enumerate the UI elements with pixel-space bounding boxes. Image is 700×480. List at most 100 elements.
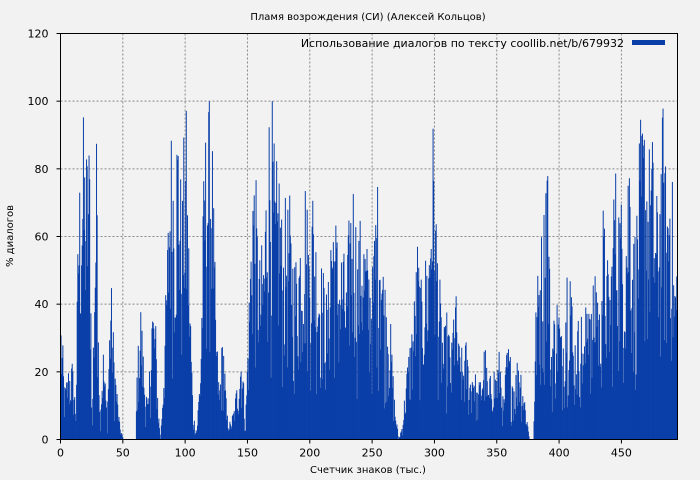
bar [355, 341, 357, 440]
bar [403, 420, 405, 440]
bar [241, 407, 243, 440]
bar [428, 265, 430, 440]
bar [372, 302, 374, 440]
bar [410, 347, 412, 440]
bar [318, 313, 320, 440]
x-tick-label: 100 [175, 447, 196, 460]
bar [183, 288, 185, 440]
bar [562, 410, 564, 440]
bar [214, 261, 216, 440]
bar [513, 391, 515, 440]
bar [62, 345, 64, 440]
bar [95, 262, 97, 440]
bar [301, 310, 303, 440]
bar [643, 139, 645, 440]
bar [408, 356, 410, 440]
bar [117, 420, 119, 440]
bar [352, 194, 354, 440]
bar [205, 142, 207, 440]
bar [195, 430, 197, 440]
bar [608, 296, 610, 440]
bar [420, 287, 422, 440]
bar [164, 345, 166, 440]
bar [456, 360, 458, 440]
bar [99, 411, 101, 440]
bar [481, 389, 483, 440]
bar [377, 328, 379, 440]
bar [233, 413, 235, 440]
bar [400, 431, 402, 440]
bar [549, 386, 551, 440]
bar [61, 373, 63, 440]
bar [248, 389, 250, 440]
bar [526, 424, 528, 440]
bar [225, 398, 227, 440]
bar [595, 292, 597, 440]
bar [477, 419, 479, 440]
bar [391, 354, 393, 440]
bar [625, 348, 627, 440]
bar [438, 336, 440, 440]
bar [93, 357, 95, 440]
bar [615, 290, 617, 440]
bar [447, 336, 449, 440]
bar [66, 382, 68, 440]
bar [397, 428, 399, 440]
bar [448, 334, 450, 440]
bar [208, 101, 210, 440]
bar [604, 315, 606, 440]
bar [537, 306, 539, 440]
bar [370, 343, 372, 440]
bar [87, 266, 89, 440]
bar [173, 332, 175, 440]
bar [230, 424, 232, 440]
bar [555, 398, 557, 440]
bar [606, 276, 608, 440]
bar [305, 343, 307, 440]
bar [96, 215, 98, 440]
bar [431, 269, 433, 440]
bar [393, 421, 395, 440]
bar [537, 275, 539, 440]
bar [246, 371, 248, 440]
bar [196, 432, 198, 440]
bar [254, 367, 256, 440]
bar [569, 281, 571, 440]
bar [593, 342, 595, 440]
bar [282, 267, 284, 440]
bar [636, 215, 638, 440]
bar [99, 431, 101, 440]
bar [648, 149, 650, 440]
bar [298, 278, 300, 440]
bar [202, 216, 204, 440]
bar [645, 210, 647, 440]
bar [239, 388, 241, 440]
bar [559, 328, 561, 440]
bar [266, 272, 268, 440]
bar [452, 332, 454, 440]
bar [629, 206, 631, 440]
bar [197, 410, 199, 440]
bar [352, 332, 354, 440]
bar [627, 273, 629, 440]
bar [187, 305, 189, 440]
bar [194, 434, 196, 440]
bar [109, 358, 111, 440]
bar [182, 200, 184, 440]
bar [525, 424, 527, 440]
bar [110, 288, 112, 440]
bar [378, 280, 380, 440]
bar [427, 330, 429, 440]
bar [432, 128, 434, 440]
bar [458, 343, 460, 440]
bar [157, 423, 159, 440]
bar [544, 384, 546, 440]
bar [332, 267, 334, 440]
bar [673, 316, 675, 440]
bar [296, 283, 298, 440]
bar [170, 308, 172, 440]
bar [521, 405, 523, 440]
bar [331, 269, 333, 440]
bar [296, 336, 298, 440]
bar [383, 408, 385, 440]
